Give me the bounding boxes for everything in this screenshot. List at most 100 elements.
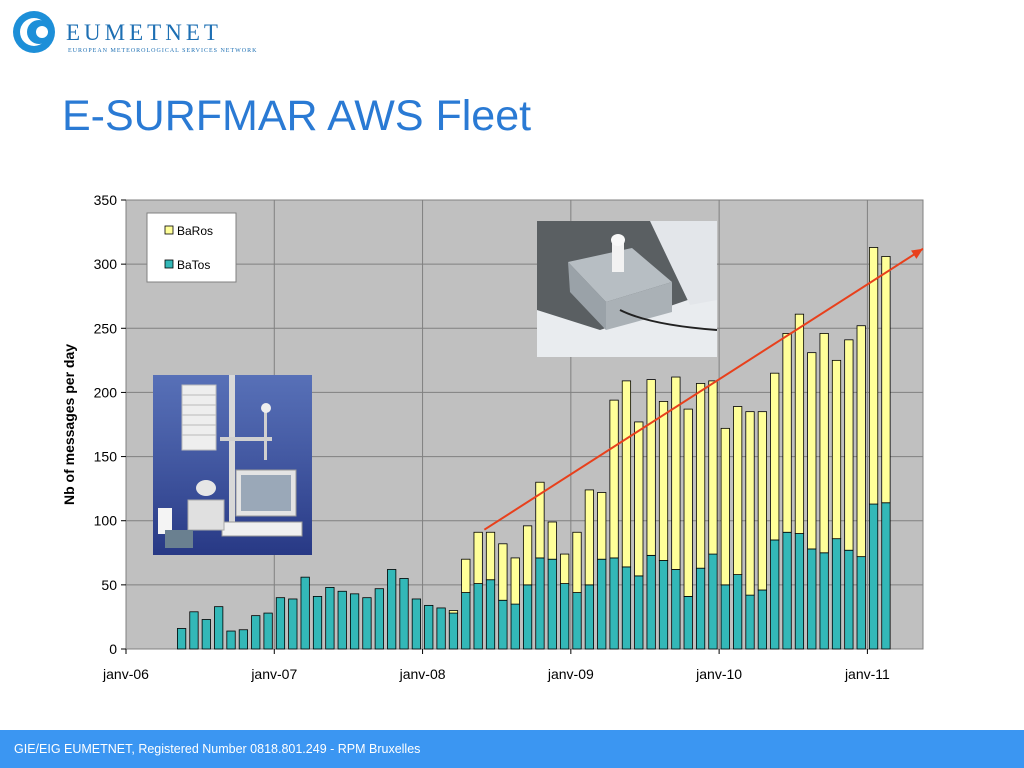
bar-baros xyxy=(535,481,545,559)
page-title: E-SURFMAR AWS Fleet xyxy=(62,92,532,140)
bar-batos xyxy=(510,603,520,650)
bar-baros xyxy=(597,492,607,560)
y-tick-label: 250 xyxy=(94,320,118,336)
legend-swatch xyxy=(164,225,174,235)
bar-batos xyxy=(844,549,854,650)
bar-baros xyxy=(807,352,817,550)
y-tick-label: 150 xyxy=(94,449,118,465)
eumetnet-logo: EUMETNET EUROPEAN METEOROLOGICAL SERVICE… xyxy=(12,10,256,56)
bar-batos xyxy=(584,584,594,650)
bar-baros xyxy=(560,553,570,584)
logo-name: EUMETNET xyxy=(66,20,222,45)
bar-batos xyxy=(312,596,323,650)
x-tick-label: janv-09 xyxy=(547,666,594,682)
station-equipment-photo xyxy=(153,375,312,555)
bar-baros xyxy=(733,406,743,575)
x-tick-label: janv-06 xyxy=(102,666,149,682)
bar-batos xyxy=(263,612,273,650)
bar-baros xyxy=(646,379,656,556)
bar-batos xyxy=(597,558,607,650)
bar-baros xyxy=(868,247,879,505)
y-tick-label: 350 xyxy=(94,192,118,208)
bar-batos xyxy=(621,566,632,650)
y-tick-label: 50 xyxy=(101,577,117,593)
bar-baros xyxy=(708,380,718,555)
bar-batos xyxy=(794,533,805,650)
bar-baros xyxy=(609,399,619,559)
bar-baros xyxy=(671,376,681,570)
bar-batos xyxy=(560,583,570,650)
bar-baros xyxy=(621,380,632,568)
bar-batos xyxy=(387,569,397,650)
trend-arrow-head xyxy=(911,248,923,259)
bar-batos xyxy=(201,619,211,650)
footer-bar: GIE/EIG EUMETNET, Registered Number 0818… xyxy=(0,730,1024,768)
bar-batos xyxy=(671,569,681,650)
bar-baros xyxy=(856,325,866,558)
bar-batos xyxy=(177,628,187,650)
y-tick-label: 200 xyxy=(94,384,118,400)
bar-batos xyxy=(436,607,446,650)
legend-box xyxy=(146,212,237,283)
bar-batos xyxy=(868,503,879,650)
bar-batos xyxy=(461,592,471,650)
bar-baros xyxy=(881,256,891,504)
bar-baros xyxy=(498,543,508,601)
bar-baros xyxy=(695,383,706,569)
bar-batos xyxy=(238,629,248,650)
x-tick-label: janv-07 xyxy=(250,666,297,682)
bar-batos xyxy=(288,598,298,650)
footer-text: GIE/EIG EUMETNET, Registered Number 0818… xyxy=(14,742,421,756)
bar-baros xyxy=(584,489,594,586)
bar-baros xyxy=(770,372,780,541)
bar-batos xyxy=(745,594,755,650)
bar-batos xyxy=(374,588,384,650)
bar-baros xyxy=(745,411,755,596)
bar-baros xyxy=(522,525,533,586)
bar-batos xyxy=(881,502,891,650)
bar-batos xyxy=(782,531,792,650)
bar-batos xyxy=(609,557,619,650)
bar-baros xyxy=(461,558,471,593)
legend-label: BaTos xyxy=(177,258,210,272)
bar-batos xyxy=(658,560,669,650)
logo-subtitle: EUROPEAN METEOROLOGICAL SERVICES NETWORK xyxy=(68,48,258,54)
bar-batos xyxy=(473,583,483,650)
bar-baros xyxy=(658,401,669,561)
bar-batos xyxy=(337,590,347,650)
bar-batos xyxy=(349,593,360,650)
bar-batos xyxy=(399,578,409,650)
bar-baros xyxy=(510,557,520,605)
bar-batos xyxy=(226,630,236,650)
bar-batos xyxy=(300,576,310,650)
bar-batos xyxy=(424,604,434,650)
bar-batos xyxy=(757,589,767,650)
bar-batos xyxy=(411,598,421,650)
bar-batos xyxy=(733,574,743,650)
bar-batos xyxy=(683,596,693,650)
bar-batos xyxy=(522,584,533,650)
bar-batos xyxy=(485,579,496,650)
bar-baros xyxy=(831,359,842,540)
bar-batos xyxy=(251,615,261,650)
legend-label: BaRos xyxy=(177,224,213,238)
eumetnet-logo-mark xyxy=(13,11,55,53)
bar-batos xyxy=(448,612,459,650)
y-axis-label: Nb of messages per day xyxy=(61,344,77,505)
bar-baros xyxy=(572,531,582,593)
bar-batos xyxy=(214,606,224,650)
bar-baros xyxy=(634,421,644,577)
bar-batos xyxy=(547,558,557,650)
x-tick-label: janv-11 xyxy=(844,666,890,682)
bar-baros xyxy=(844,339,854,551)
fleet-chart: 0 50 100 150 200 250 300 350 janv-06 janv-07 janv-… xyxy=(61,192,924,682)
bar-baros xyxy=(683,408,693,597)
bar-baros xyxy=(819,333,829,554)
bar-baros xyxy=(720,427,730,586)
bar-batos xyxy=(695,567,706,650)
bar-batos xyxy=(572,592,582,650)
bar-batos xyxy=(708,553,718,650)
x-tick-label: janv-08 xyxy=(399,666,446,682)
bar-batos xyxy=(856,556,866,650)
bar-batos xyxy=(819,552,829,650)
